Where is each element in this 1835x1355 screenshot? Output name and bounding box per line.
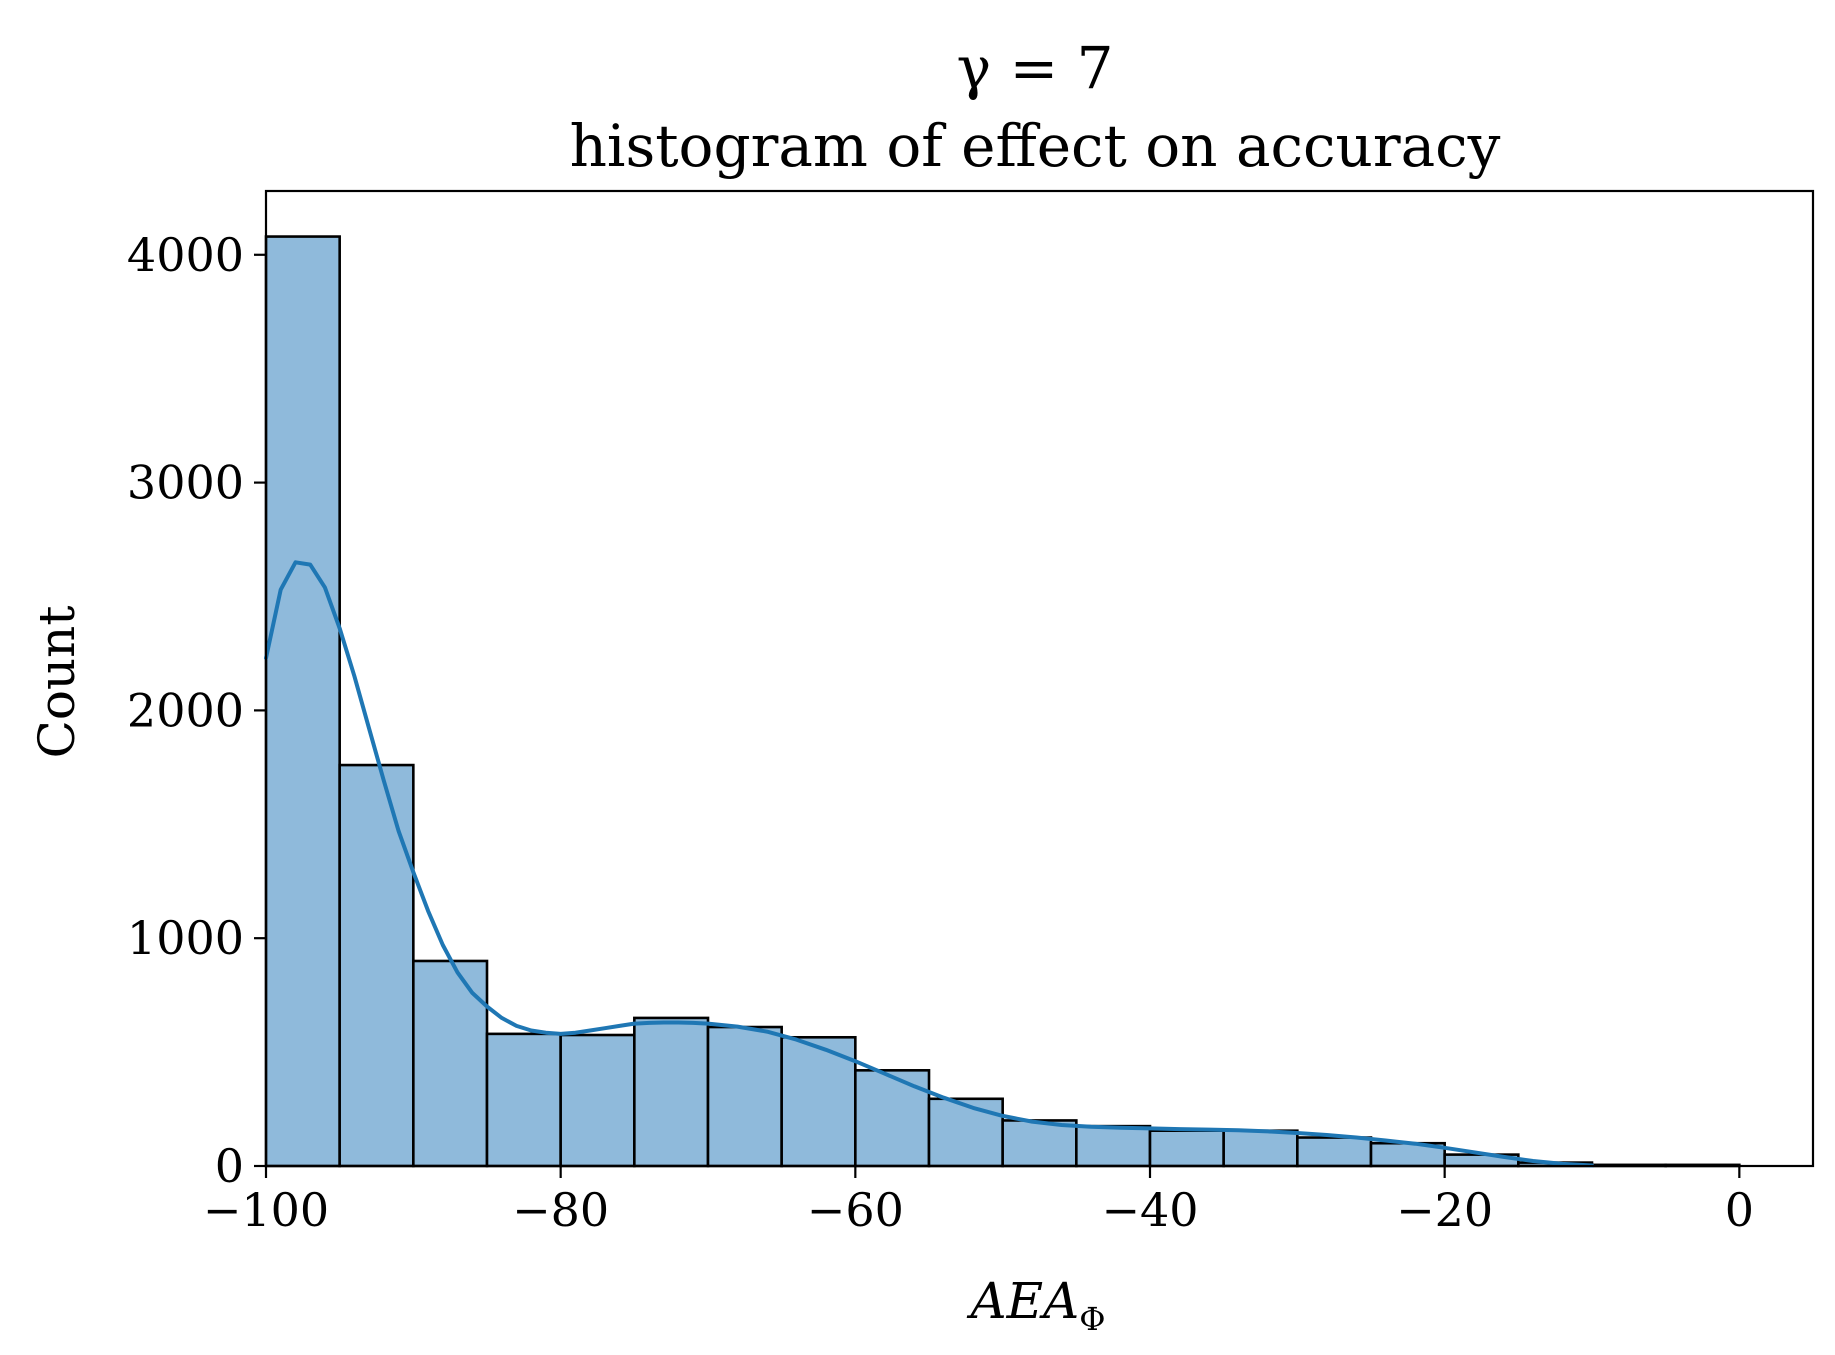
histogram-bar-6 [706,1025,783,1168]
histogram-bar-13 [1222,1129,1299,1168]
y-tick-label-3: 3000 [127,456,244,510]
x-axis-label-subscript: Φ [1079,1300,1105,1338]
plot-frame [264,189,1815,1168]
x-tick-label-4: −20 [1396,1183,1493,1237]
histogram-bar-5 [633,1016,710,1168]
histogram-bars [264,235,1741,1168]
y-axis-ticks: 0 1000 2000 3000 4000 [127,228,266,1193]
histogram-bar-1 [338,763,415,1168]
chart-title: γ = 7 [956,34,1113,102]
x-tick-label-3: −40 [1101,1183,1198,1237]
histogram-bar-12 [1148,1129,1225,1168]
y-axis-label: Count [28,606,86,759]
x-tick-label-2: −60 [807,1183,904,1237]
histogram-bar-0 [264,235,341,1168]
x-tick-label-5: 0 [1725,1183,1754,1237]
histogram-bar-2 [412,959,489,1168]
histogram-bar-9 [927,1097,1004,1168]
x-axis-ticks: −100 −80 −60 −40 −20 0 [203,1166,1754,1237]
kde-curve [264,560,1594,1168]
histogram-bar-14 [1296,1136,1373,1168]
y-tick-label-1: 1000 [127,911,244,965]
histogram-bar-4 [559,1033,636,1168]
y-tick-label-2: 2000 [127,683,244,737]
plot-area: −100 −80 −60 −40 −20 0 0 1000 2000 3000 4000 [127,189,1815,1237]
y-tick-label-0: 0 [215,1139,244,1193]
histogram-bar-11 [1075,1124,1152,1168]
histogram-bar-3 [485,1032,562,1168]
x-tick-label-1: −80 [512,1183,609,1237]
histogram-bar-10 [1001,1119,1078,1168]
x-tick-label-0: −100 [203,1183,329,1237]
x-axis-label: AEAΦ [967,1272,1106,1338]
histogram-bar-8 [854,1069,931,1168]
y-tick-label-4: 4000 [127,228,244,282]
histogram-bar-7 [780,1035,857,1168]
x-axis-label-main: AEA [967,1272,1080,1330]
chart-subtitle: histogram of effect on accuracy [570,112,1501,180]
